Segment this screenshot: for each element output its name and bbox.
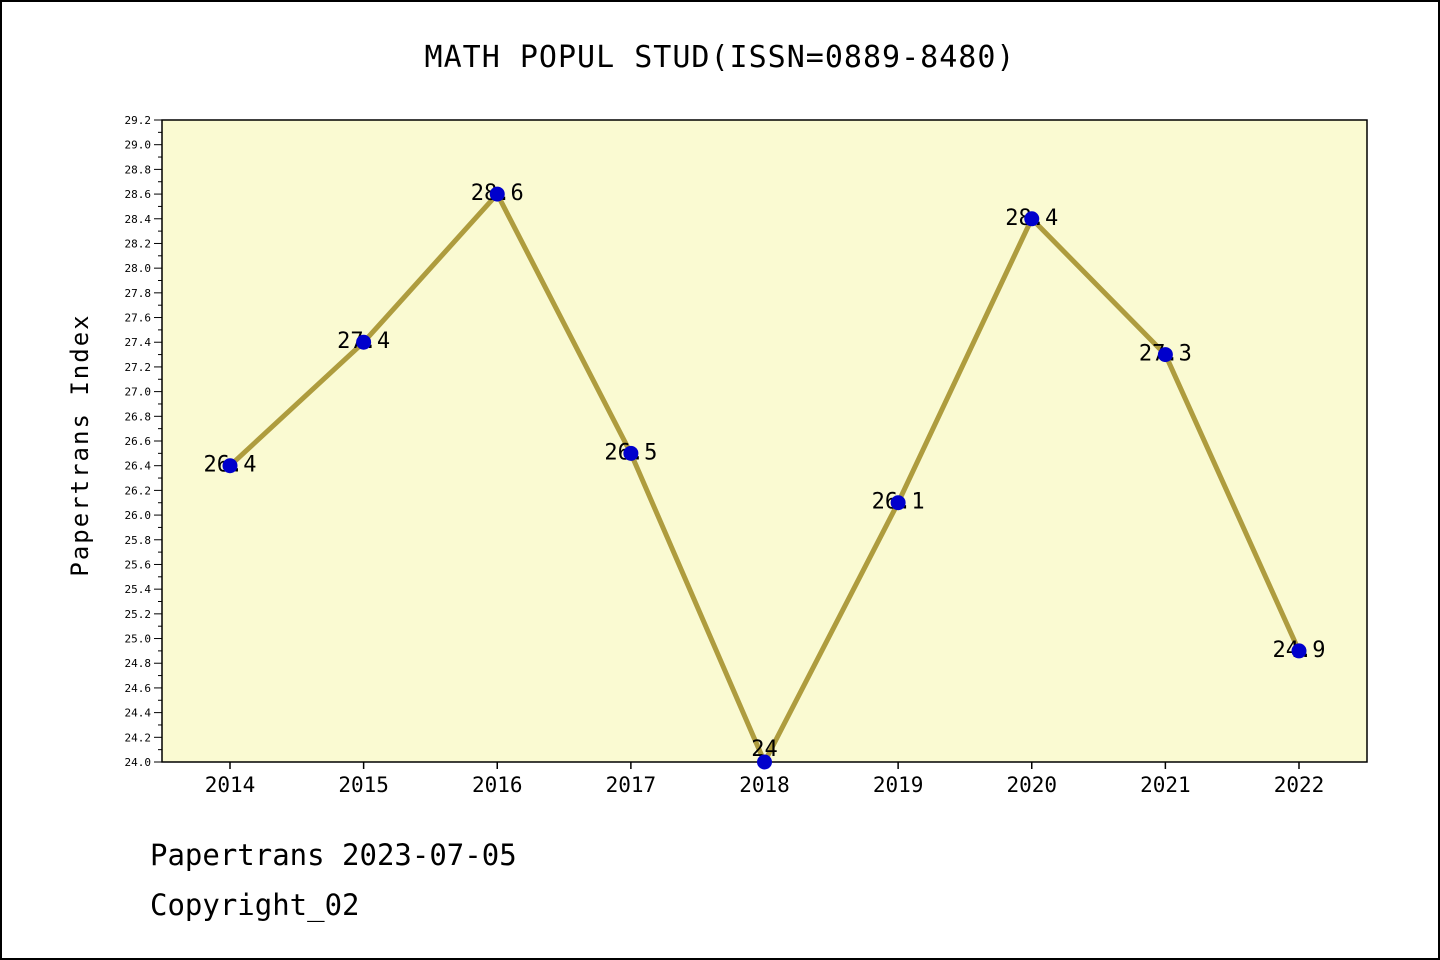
data-point xyxy=(1157,347,1173,363)
y-tick-label: 27.8 xyxy=(125,287,152,300)
y-tick-label: 29.0 xyxy=(125,139,152,152)
y-tick-label: 27.4 xyxy=(125,336,152,349)
y-tick-label: 27.2 xyxy=(125,361,152,374)
y-tick-label: 24.0 xyxy=(125,756,152,769)
x-tick-label: 2022 xyxy=(1274,773,1325,797)
chart-title: MATH POPUL STUD(ISSN=0889-8480) xyxy=(424,40,1016,75)
y-tick-label: 28.2 xyxy=(125,237,152,250)
y-tick-label: 24.8 xyxy=(125,657,152,670)
y-tick-label: 25.8 xyxy=(125,534,152,547)
y-tick-label: 25.6 xyxy=(125,558,152,571)
footer-date: Papertrans 2023-07-05 xyxy=(150,838,517,872)
x-tick-label: 2021 xyxy=(1140,773,1191,797)
x-tick-label: 2017 xyxy=(606,773,657,797)
y-tick-label: 26.6 xyxy=(125,435,152,448)
data-point xyxy=(1291,643,1307,659)
y-tick-label: 28.6 xyxy=(125,188,152,201)
y-tick-label: 25.2 xyxy=(125,608,152,621)
x-tick-label: 2015 xyxy=(338,773,389,797)
x-tick-label: 2018 xyxy=(739,773,790,797)
data-point xyxy=(356,334,372,350)
x-tick-label: 2016 xyxy=(472,773,523,797)
y-tick-label: 29.2 xyxy=(125,114,152,127)
data-point xyxy=(757,754,772,770)
y-tick-label: 25.4 xyxy=(125,583,152,596)
y-tick-label: 28.0 xyxy=(125,262,152,275)
data-point xyxy=(1024,211,1040,227)
y-tick-label: 24.2 xyxy=(125,731,152,744)
data-point xyxy=(623,445,639,461)
y-tick-label: 27.6 xyxy=(125,312,152,325)
y-tick-label: 25.0 xyxy=(125,633,152,646)
y-tick-label: 26.0 xyxy=(125,509,152,522)
x-tick-label: 2014 xyxy=(205,773,256,797)
y-tick-label: 26.4 xyxy=(125,460,152,473)
y-tick-label: 27.0 xyxy=(125,386,152,399)
y-tick-label: 28.4 xyxy=(125,213,152,226)
y-tick-label: 24.6 xyxy=(125,682,152,695)
y-tick-label: 28.8 xyxy=(125,163,152,176)
data-point xyxy=(489,186,505,202)
x-tick-label: 2020 xyxy=(1006,773,1057,797)
footer-copyright: Copyright_02 xyxy=(150,888,360,922)
data-point xyxy=(222,458,238,474)
y-tick-label: 26.8 xyxy=(125,410,152,423)
y-tick-label: 26.2 xyxy=(125,484,152,497)
data-point xyxy=(890,495,906,511)
plot-area xyxy=(161,119,1368,763)
x-tick-label: 2019 xyxy=(873,773,924,797)
y-tick-label: 24.4 xyxy=(125,707,152,720)
